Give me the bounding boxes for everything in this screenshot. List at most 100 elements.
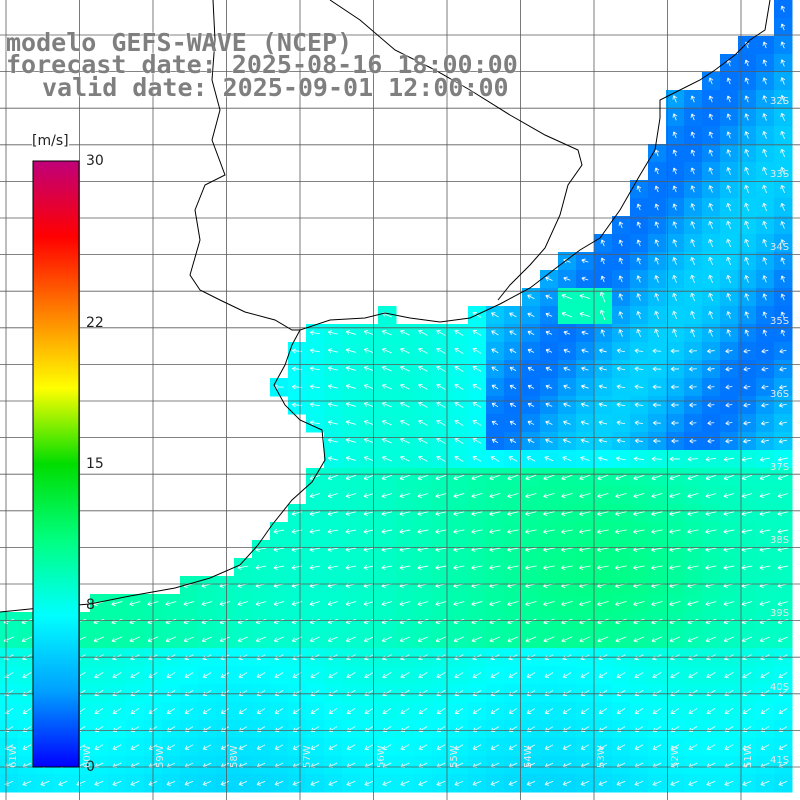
wind-arrow (654, 167, 660, 175)
latitude-label: 34S (770, 242, 790, 254)
wind-arrow (687, 493, 699, 499)
wind-arrow (255, 564, 267, 570)
wind-arrow (327, 420, 338, 426)
wind-arrow (618, 293, 624, 301)
wind-arrow (744, 166, 749, 175)
wind-arrow (382, 419, 392, 426)
wind-arrow (669, 493, 681, 499)
wind-arrow (454, 672, 464, 679)
wind-arrow (417, 618, 429, 625)
wind-arrow (670, 708, 680, 714)
wind-arrow (471, 636, 483, 643)
wind-arrow (454, 329, 464, 336)
wind-arrow (563, 420, 571, 426)
wind-arrow (762, 329, 768, 337)
wind-arrow (238, 744, 248, 750)
latitude-label: 38S (770, 535, 790, 547)
wind-arrow (525, 565, 537, 570)
wind-arrow (399, 529, 411, 534)
colorbar-unit: [m/s] (32, 133, 69, 149)
wind-arrow (491, 348, 499, 354)
wind-arrow (600, 257, 606, 265)
wind-arrow (545, 294, 553, 300)
wind-arrow (708, 256, 713, 266)
wind-arrow (345, 528, 357, 534)
wind-arrow (759, 493, 771, 498)
wind-arrow (435, 493, 447, 499)
wind-arrow (633, 456, 644, 462)
wind-arrow (436, 365, 446, 372)
wind-arrow (688, 708, 698, 714)
wind-arrow (328, 780, 338, 786)
wind-arrow (94, 780, 104, 786)
wind-arrow (633, 601, 645, 607)
wind-arrow (363, 348, 374, 354)
wind-arrow (705, 601, 717, 607)
wind-arrow (166, 780, 176, 786)
wind-arrow (363, 330, 374, 336)
wind-arrow (705, 529, 717, 534)
wind-arrow (726, 131, 732, 139)
wind-arrow (741, 511, 753, 516)
wind-arrow (780, 257, 786, 265)
wind-arrow (581, 348, 589, 354)
wind-arrow (345, 384, 356, 389)
wind-arrow (346, 672, 356, 679)
wind-arrow (489, 474, 501, 481)
wind-arrow (742, 780, 752, 786)
wind-arrow (744, 149, 750, 157)
wind-arrow (726, 238, 731, 248)
wind-arrow (725, 384, 733, 390)
wind-arrow (652, 348, 662, 354)
wind-arrow (364, 672, 374, 679)
wind-arrow (762, 113, 768, 121)
wind-arrow (561, 529, 573, 534)
wind-arrow (489, 601, 501, 607)
wind-arrow (688, 348, 697, 354)
wind-arrow (723, 474, 735, 481)
wind-arrow (708, 274, 713, 284)
wind-arrow (634, 744, 644, 750)
wind-arrow (363, 366, 374, 372)
wind-arrow (436, 780, 446, 786)
wind-arrow (166, 708, 176, 714)
wind-arrow (687, 636, 699, 643)
wind-arrow (382, 708, 392, 715)
wind-arrow (687, 511, 699, 516)
wind-arrow (671, 420, 679, 426)
wind-arrow (345, 474, 357, 481)
wind-arrow (435, 474, 447, 481)
wind-arrow (669, 456, 681, 462)
wind-arrow (400, 329, 410, 336)
latitude-label: 33S (770, 169, 790, 181)
wind-arrow (382, 744, 392, 750)
wind-arrow (471, 529, 483, 534)
wind-arrow (472, 708, 482, 714)
wind-arrow (526, 672, 536, 678)
wind-arrow (742, 672, 752, 679)
wind-arrow (708, 95, 714, 103)
wind-arrow (744, 238, 749, 247)
wind-arrow (525, 636, 537, 643)
wind-vectors (3, 5, 789, 786)
wind-arrow (507, 493, 519, 499)
wind-arrow (345, 601, 357, 606)
wind-arrow (724, 672, 734, 679)
wind-arrow (778, 438, 788, 444)
wind-arrow (690, 131, 696, 139)
wind-arrow (129, 636, 141, 643)
wind-arrow (363, 618, 375, 625)
wind-arrow (435, 601, 447, 607)
wind-arrow (618, 311, 624, 319)
wind-arrow (777, 636, 788, 643)
wind-arrow (762, 59, 768, 67)
wind-arrow (778, 672, 788, 678)
wind-arrow (780, 148, 785, 158)
wind-arrow (112, 672, 122, 679)
wind-arrow (759, 456, 770, 462)
wind-arrow (688, 672, 698, 679)
wind-arrow (453, 636, 465, 643)
wind-arrow (489, 511, 501, 516)
wind-arrow (400, 347, 410, 354)
wind-arrow (690, 274, 695, 284)
